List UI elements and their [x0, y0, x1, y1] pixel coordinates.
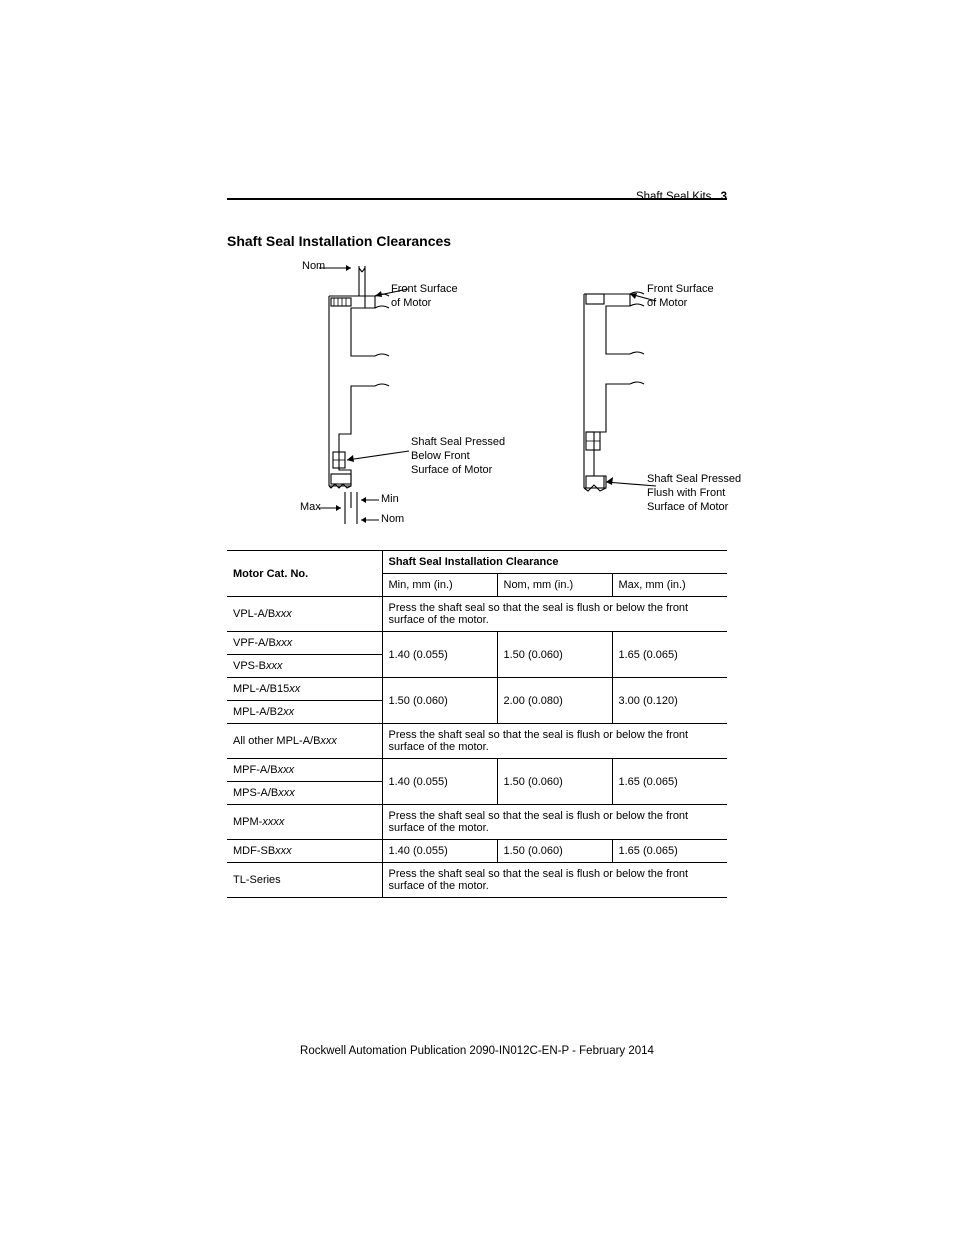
clearance-table: Motor Cat. No. Shaft Seal Installation C…	[227, 550, 727, 898]
nom-cell: 1.50 (0.060)	[497, 840, 612, 863]
nom-cell: 1.50 (0.060)	[497, 759, 612, 805]
page-header: Shaft Seal Kits 3	[227, 192, 727, 200]
max-label: Max	[300, 501, 321, 515]
table-row: TL-Series Press the shaft seal so that t…	[227, 863, 727, 898]
motor-cell: VPS-Bxxx	[227, 655, 382, 678]
seal-flush-label: Shaft Seal Pressed Flush with Front Surf…	[647, 473, 741, 514]
motor-cell: MPM-xxxx	[227, 805, 382, 840]
max-cell: 1.65 (0.065)	[612, 840, 727, 863]
table-row: MPL-A/B15xx 1.50 (0.060) 2.00 (0.080) 3.…	[227, 678, 727, 701]
page-footer: Rockwell Automation Publication 2090-IN0…	[0, 1045, 954, 1057]
flush-cell: Press the shaft seal so that the seal is…	[382, 805, 727, 840]
running-head: Shaft Seal Kits 3	[636, 191, 727, 203]
col-clearance-header: Shaft Seal Installation Clearance	[382, 551, 727, 574]
nom-cell: 1.50 (0.060)	[497, 632, 612, 678]
max-cell: 3.00 (0.120)	[612, 678, 727, 724]
motor-cell: MPS-A/Bxxx	[227, 782, 382, 805]
front-surface-left-label: Front Surface of Motor	[391, 283, 458, 311]
motor-cell: MPL-A/B15xx	[227, 678, 382, 701]
motor-cell: MPL-A/B2xx	[227, 701, 382, 724]
nom-top-label: Nom	[302, 260, 325, 274]
motor-cell: MPF-A/Bxxx	[227, 759, 382, 782]
page-number: 3	[721, 191, 727, 203]
min-label: Min	[381, 493, 399, 507]
motor-cell: VPL-A/Bxxx	[227, 597, 382, 632]
nom-bottom-label: Nom	[381, 513, 404, 527]
col-motor-header: Motor Cat. No.	[227, 551, 382, 597]
diagram-area: Nom Front Surface of Motor Shaft Seal Pr…	[289, 256, 739, 536]
table-row: MPM-xxxx Press the shaft seal so that th…	[227, 805, 727, 840]
motor-cell: VPF-A/Bxxx	[227, 632, 382, 655]
min-cell: 1.40 (0.055)	[382, 759, 497, 805]
table-row: MPF-A/Bxxx 1.40 (0.055) 1.50 (0.060) 1.6…	[227, 759, 727, 782]
table-row: All other MPL-A/Bxxx Press the shaft sea…	[227, 724, 727, 759]
col-nom-header: Nom, mm (in.)	[497, 574, 612, 597]
motor-cell: MDF-SBxxx	[227, 840, 382, 863]
min-cell: 1.40 (0.055)	[382, 632, 497, 678]
page: Shaft Seal Kits 3 Shaft Seal Installatio…	[0, 0, 954, 1235]
min-cell: 1.40 (0.055)	[382, 840, 497, 863]
min-cell: 1.50 (0.060)	[382, 678, 497, 724]
footer-text: Rockwell Automation Publication 2090-IN0…	[300, 1045, 654, 1057]
max-cell: 1.65 (0.065)	[612, 632, 727, 678]
col-min-header: Min, mm (in.)	[382, 574, 497, 597]
nom-cell: 2.00 (0.080)	[497, 678, 612, 724]
col-max-header: Max, mm (in.)	[612, 574, 727, 597]
table-body: VPL-A/Bxxx Press the shaft seal so that …	[227, 597, 727, 898]
table-row: MDF-SBxxx 1.40 (0.055) 1.50 (0.060) 1.65…	[227, 840, 727, 863]
flush-cell: Press the shaft seal so that the seal is…	[382, 597, 727, 632]
front-surface-right-label: Front Surface of Motor	[647, 283, 714, 311]
section-title: Shaft Seal Installation Clearances	[227, 233, 451, 249]
flush-cell: Press the shaft seal so that the seal is…	[382, 863, 727, 898]
running-title: Shaft Seal Kits	[636, 191, 711, 203]
table-row: VPF-A/Bxxx 1.40 (0.055) 1.50 (0.060) 1.6…	[227, 632, 727, 655]
flush-cell: Press the shaft seal so that the seal is…	[382, 724, 727, 759]
motor-cell: All other MPL-A/Bxxx	[227, 724, 382, 759]
table-row: VPL-A/Bxxx Press the shaft seal so that …	[227, 597, 727, 632]
seal-pressed-below-label: Shaft Seal Pressed Below Front Surface o…	[411, 436, 505, 477]
max-cell: 1.65 (0.065)	[612, 759, 727, 805]
motor-cell: TL-Series	[227, 863, 382, 898]
table-header-row-1: Motor Cat. No. Shaft Seal Installation C…	[227, 551, 727, 574]
